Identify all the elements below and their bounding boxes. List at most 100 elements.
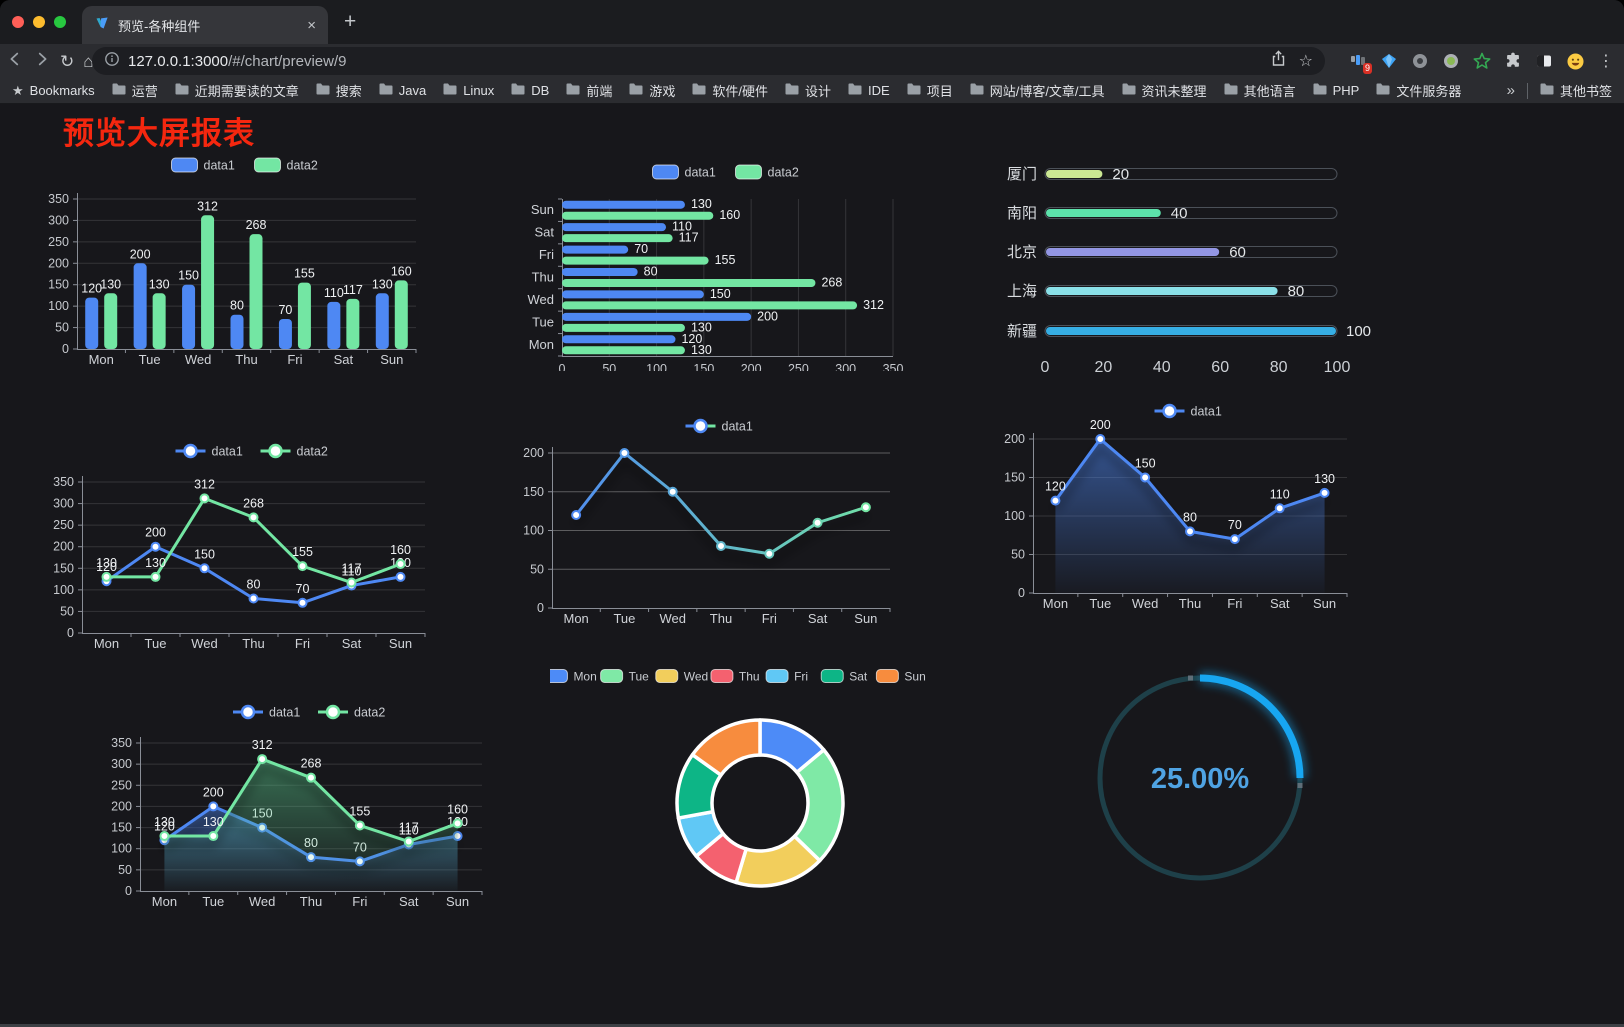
- url-text[interactable]: 127.0.0.1:3000/#/chart/preview/9: [128, 53, 1262, 70]
- profile-avatar-emoji-icon[interactable]: [1565, 51, 1585, 71]
- svg-text:Sun: Sun: [904, 670, 925, 684]
- bookmarks-overflow-button[interactable]: »: [1506, 82, 1515, 99]
- svg-text:Fri: Fri: [1227, 596, 1242, 611]
- bookmark-label: Linux: [463, 83, 495, 98]
- svg-text:117: 117: [343, 283, 363, 297]
- svg-text:Thu: Thu: [1179, 596, 1201, 611]
- svg-text:130: 130: [145, 556, 166, 570]
- svg-text:110: 110: [1270, 487, 1290, 501]
- svg-text:南阳: 南阳: [1007, 205, 1037, 222]
- bookmark-item[interactable]: 软件/硬件: [692, 81, 768, 100]
- svg-text:data2: data2: [354, 706, 385, 720]
- svg-text:200: 200: [1090, 418, 1111, 432]
- svg-text:155: 155: [292, 545, 313, 559]
- folder-icon: [970, 83, 984, 98]
- address-bar[interactable]: 127.0.0.1:3000/#/chart/preview/9 ☆: [92, 47, 1325, 75]
- bookmark-item[interactable]: IDE: [848, 83, 890, 98]
- bookmark-item[interactable]: 网站/博客/文章/工具: [970, 81, 1105, 100]
- svg-text:data2: data2: [287, 159, 318, 173]
- folder-icon: [1540, 83, 1554, 98]
- home-icon[interactable]: ⌂: [83, 51, 94, 71]
- share-icon[interactable]: [1270, 50, 1287, 72]
- close-window-button[interactable]: [12, 16, 24, 28]
- svg-text:Thu: Thu: [242, 636, 264, 651]
- tab-close-icon[interactable]: ×: [307, 16, 316, 34]
- svg-text:40: 40: [1171, 205, 1188, 222]
- svg-text:110: 110: [342, 565, 362, 579]
- svg-text:data2: data2: [297, 445, 328, 459]
- ext-green-circle-icon[interactable]: [1441, 51, 1461, 71]
- back-icon[interactable]: [6, 50, 24, 73]
- svg-text:117: 117: [399, 821, 419, 835]
- svg-text:Sat: Sat: [808, 611, 828, 626]
- ext-split-rect-icon[interactable]: [1534, 51, 1554, 71]
- svg-text:Mon: Mon: [94, 636, 119, 651]
- svg-text:200: 200: [130, 247, 151, 261]
- bookmark-item[interactable]: 搜索: [316, 81, 362, 100]
- zoom-window-button[interactable]: [54, 16, 66, 28]
- bookmark-item[interactable]: 近期需要读的文章: [175, 81, 299, 100]
- bookmark-item[interactable]: DB: [511, 83, 549, 98]
- folder-icon: [566, 83, 580, 98]
- horizontal-bar-chart: data1 data2 0 50 100 150 200 250 300 350 Mon 120 130…: [505, 156, 905, 371]
- new-tab-button[interactable]: +: [344, 10, 357, 33]
- minimize-window-button[interactable]: [33, 16, 45, 28]
- svg-text:130: 130: [691, 343, 712, 357]
- bookmarks-root-item[interactable]: ★ Bookmarks: [12, 83, 95, 99]
- svg-text:200: 200: [523, 446, 544, 460]
- bookmark-item[interactable]: 前端: [566, 81, 612, 100]
- svg-text:150: 150: [693, 362, 714, 371]
- ext-columns-icon[interactable]: 9: [1348, 51, 1372, 74]
- ext-gray-circle-icon[interactable]: [1410, 51, 1430, 71]
- folder-icon: ★: [12, 82, 24, 98]
- folder-icon: [1122, 83, 1136, 98]
- browser-tab[interactable]: 预览-各种组件 ×: [82, 6, 328, 44]
- menu-icon[interactable]: ⋮: [1598, 53, 1614, 70]
- svg-text:Fri: Fri: [794, 670, 808, 684]
- svg-text:data1: data1: [204, 159, 235, 173]
- bookmark-label: 项目: [926, 84, 953, 99]
- bookmark-label: 网站/博客/文章/工具: [989, 84, 1105, 99]
- svg-text:100: 100: [111, 842, 132, 856]
- svg-text:data1: data1: [685, 166, 716, 180]
- svg-text:data2: data2: [768, 166, 799, 180]
- bookmark-item[interactable]: Java: [379, 83, 426, 98]
- bookmark-item[interactable]: 运营: [112, 81, 158, 100]
- svg-text:data1: data1: [1191, 405, 1222, 419]
- folder-icon: [112, 83, 126, 98]
- other-bookmarks-button[interactable]: 其他书签: [1540, 81, 1612, 100]
- bookmarks-bar: ★ Bookmarks 运营 近期需要读的文章 搜索 Java Linux DB 前端 游戏 软件/…: [0, 78, 1624, 104]
- ext-gem-icon[interactable]: [1379, 51, 1399, 71]
- svg-text:Sun: Sun: [854, 611, 877, 626]
- svg-text:250: 250: [48, 235, 69, 249]
- svg-text:160: 160: [391, 264, 412, 278]
- svg-text:120: 120: [1045, 480, 1066, 494]
- bookmark-label: Bookmarks: [29, 83, 95, 98]
- ext-star-icon[interactable]: [1472, 51, 1492, 71]
- bookmark-item[interactable]: 项目: [907, 81, 953, 100]
- bookmark-item[interactable]: 文件服务器: [1376, 81, 1461, 100]
- bookmark-label: 资讯未整理: [1141, 84, 1207, 99]
- bookmark-item[interactable]: 其他语言: [1224, 81, 1296, 100]
- svg-text:Tue: Tue: [613, 611, 635, 626]
- folder-icon: [848, 83, 862, 98]
- bookmark-item[interactable]: 设计: [785, 81, 831, 100]
- site-info-icon[interactable]: [104, 51, 120, 72]
- svg-text:100: 100: [523, 524, 544, 538]
- bookmark-item[interactable]: 游戏: [629, 81, 675, 100]
- extensions-puzzle-icon[interactable]: [1503, 51, 1523, 71]
- svg-text:110: 110: [324, 286, 344, 300]
- bookmark-label: 软件/硬件: [712, 84, 768, 99]
- bookmarks-right: » 其他书签: [1507, 81, 1612, 100]
- svg-text:Sat: Sat: [849, 670, 868, 684]
- bookmark-item[interactable]: PHP: [1313, 83, 1359, 98]
- bookmark-item[interactable]: 资讯未整理: [1122, 81, 1207, 100]
- svg-text:0: 0: [1018, 586, 1025, 600]
- reload-icon[interactable]: ↻: [60, 51, 75, 71]
- forward-icon[interactable]: [33, 50, 51, 73]
- bookmark-item[interactable]: Linux: [443, 83, 494, 98]
- bookmark-star-icon[interactable]: ☆: [1298, 52, 1313, 70]
- gradient-line-chart: data1 0 50 100 150 200 Mon Tue Wed Thu Fri Sat Sun: [500, 416, 895, 631]
- svg-text:Mon: Mon: [1043, 596, 1068, 611]
- bookmark-label: 文件服务器: [1396, 84, 1462, 99]
